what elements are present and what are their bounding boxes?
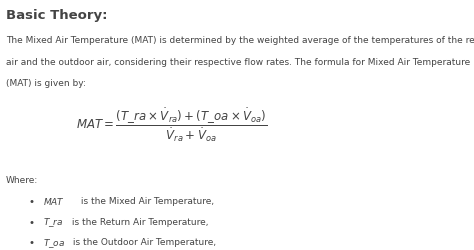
Text: •: • <box>28 196 35 206</box>
Text: $\mathit{MAT} = \dfrac{(T\_ra \times \dot{V}_{ra}) + (T\_oa \times \dot{V}_{oa}): $\mathit{MAT} = \dfrac{(T\_ra \times \do… <box>76 106 267 144</box>
Text: $T\_oa$: $T\_oa$ <box>43 236 65 249</box>
Text: is the Return Air Temperature,: is the Return Air Temperature, <box>69 217 208 226</box>
Text: $\mathit{MAT}$: $\mathit{MAT}$ <box>43 195 64 206</box>
Text: •: • <box>28 217 35 227</box>
Text: The Mixed Air Temperature (MAT) is determined by the weighted average of the tem: The Mixed Air Temperature (MAT) is deter… <box>6 36 474 45</box>
Text: Where:: Where: <box>6 175 38 184</box>
Text: •: • <box>28 237 35 247</box>
Text: $T\_ra$: $T\_ra$ <box>43 216 64 228</box>
Text: (MAT) is given by:: (MAT) is given by: <box>6 79 86 88</box>
Text: air and the outdoor air, considering their respective flow rates. The formula fo: air and the outdoor air, considering the… <box>6 58 470 66</box>
Text: Basic Theory:: Basic Theory: <box>6 9 107 22</box>
Text: is the Outdoor Air Temperature,: is the Outdoor Air Temperature, <box>70 237 216 246</box>
Text: is the Mixed Air Temperature,: is the Mixed Air Temperature, <box>78 196 214 205</box>
